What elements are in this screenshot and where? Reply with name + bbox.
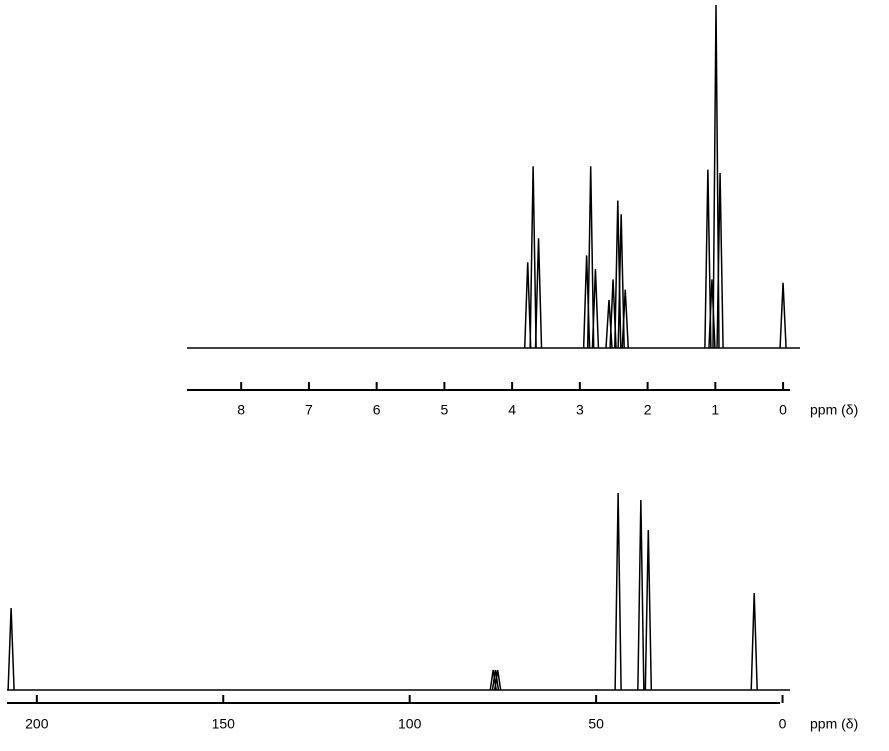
peak (644, 529, 653, 691)
peak (621, 289, 629, 349)
x-tick-label: 4 (508, 402, 516, 418)
x-tick-label: 5 (440, 402, 448, 418)
peak (493, 669, 502, 691)
peak (779, 282, 787, 349)
x-axis-label: ppm (δ) (810, 716, 858, 732)
peak (7, 607, 15, 691)
peak (591, 269, 600, 349)
peak (529, 166, 537, 349)
x-tick-label: 6 (373, 402, 381, 418)
x-tick-label: 50 (588, 716, 604, 732)
x-axis-label: ppm (δ) (810, 402, 858, 418)
peak (712, 4, 720, 349)
x-tick-label: 7 (305, 402, 313, 418)
x-tick-label: 1 (711, 402, 719, 418)
peak (637, 499, 645, 691)
peak (523, 262, 532, 349)
peak (534, 238, 543, 349)
peak (716, 173, 724, 349)
x-tick-label: 200 (25, 716, 49, 732)
peak (491, 669, 500, 691)
peak (586, 166, 595, 349)
x-tick-label: 100 (398, 716, 422, 732)
peak (617, 214, 625, 349)
peak (614, 492, 622, 691)
x-tick-label: 2 (644, 402, 652, 418)
peak (704, 169, 712, 349)
x-tick-label: 0 (779, 716, 787, 732)
x-tick-label: 150 (212, 716, 236, 732)
x-tick-label: 0 (779, 402, 787, 418)
x-tick-label: 3 (576, 402, 584, 418)
peak (750, 592, 758, 691)
x-tick-label: 8 (237, 402, 245, 418)
